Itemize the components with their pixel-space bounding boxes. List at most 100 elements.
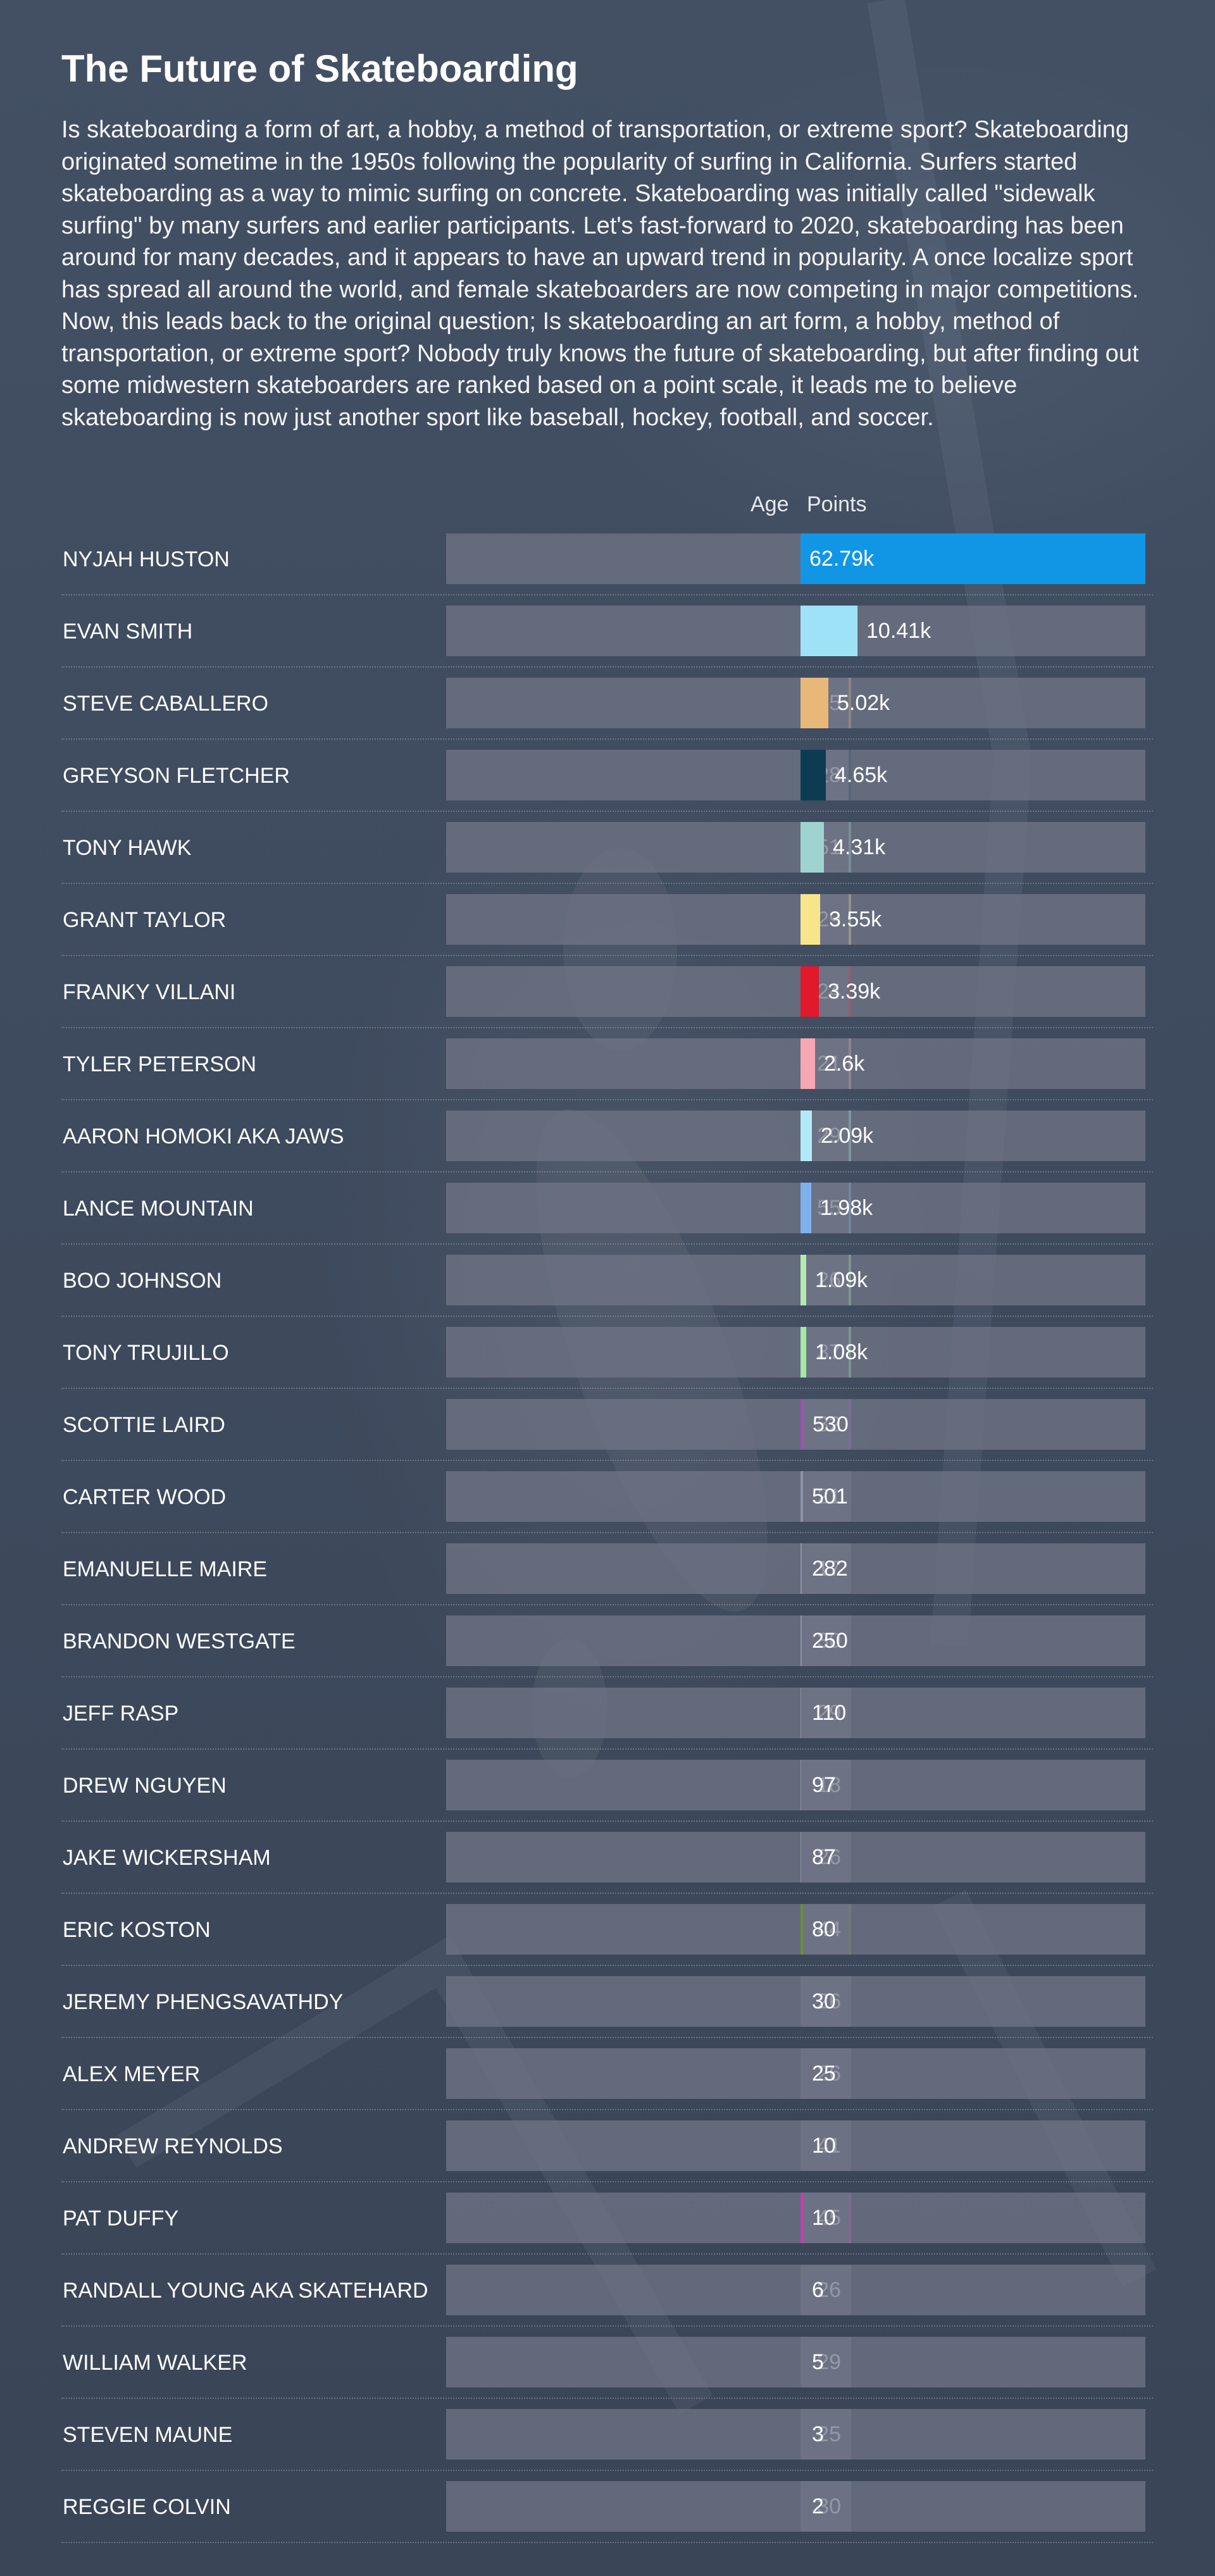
points-bar xyxy=(801,822,824,873)
age-cell: 45 xyxy=(446,2193,851,2243)
points-cell: 1.98k xyxy=(801,1183,1145,1233)
points-value: 3.55k xyxy=(829,907,882,931)
age-cell: 29 xyxy=(446,2337,851,2387)
points-value: 62.79k xyxy=(809,547,875,571)
points-cell: 250 xyxy=(801,1615,1145,1666)
points-bar xyxy=(801,678,828,728)
points-bar xyxy=(801,1543,802,1594)
age-cell: 37 xyxy=(446,1327,851,1378)
table-row: CARTER WOOD 21501 xyxy=(61,1461,1153,1533)
points-bar xyxy=(801,2193,803,2243)
age-cell: 21 xyxy=(446,1038,851,1089)
age-cell: 28 xyxy=(446,750,851,800)
table-row: BRANDON WESTGATE 30250 xyxy=(61,1605,1153,1677)
table-row: JEREMY PHENGSAVATHDY 2630 xyxy=(61,1966,1153,2038)
skater-name: EMANUELLE MAIRE xyxy=(63,1557,268,1581)
points-cell: 5.02k xyxy=(801,678,1145,728)
points-value: 30 xyxy=(812,1989,836,2013)
points-cell: 30 xyxy=(801,1976,1145,2027)
table-row: JEFF RASP 29110 xyxy=(61,1677,1153,1750)
points-cell: 1.09k xyxy=(801,1255,1145,1305)
points-value: 6 xyxy=(812,2278,824,2302)
skater-name: TONY HAWK xyxy=(63,836,192,860)
points-cell: 2.09k xyxy=(801,1111,1145,1161)
points-cell: 97 xyxy=(801,1760,1145,1810)
points-bar xyxy=(801,1183,811,1233)
skater-name: BOO JOHNSON xyxy=(63,1269,222,1293)
skater-name: REGGIE COLVIN xyxy=(63,2495,231,2519)
table-row: TYLER PETERSON 212.6k xyxy=(61,1028,1153,1100)
points-cell: 6 xyxy=(801,2265,1145,2315)
points-value: 250 xyxy=(812,1629,848,1653)
age-cell: 25 xyxy=(446,533,851,584)
points-cell: 3.55k xyxy=(801,894,1145,945)
points-value: 5 xyxy=(812,2350,824,2374)
age-cell: 26 xyxy=(446,1255,851,1305)
table-row: PAT DUFFY 4510 xyxy=(61,2182,1153,2255)
page-title: The Future of Skateboarding xyxy=(61,47,578,90)
age-cell: 26 xyxy=(446,1832,851,1882)
age-cell: 21 xyxy=(446,1471,851,1522)
points-bar xyxy=(801,1471,803,1522)
table-row: ERIC KOSTON 4480 xyxy=(61,1894,1153,1966)
points-value: 2.6k xyxy=(824,1052,865,1076)
skater-name: JEREMY PHENGSAVATHDY xyxy=(63,1990,344,2014)
age-cell: 24 xyxy=(446,966,851,1017)
points-bar xyxy=(801,1904,803,1955)
age-cell: 18 xyxy=(446,1760,851,1810)
age-cell: 32 xyxy=(446,1399,851,1450)
points-cell: 62.79k xyxy=(801,533,1145,584)
points-cell: 501 xyxy=(801,1471,1145,1522)
table-row: EMANUELLE MAIRE 17282 xyxy=(61,1533,1153,1605)
points-value: 10 xyxy=(812,2206,836,2230)
table-row: GRANT TAYLOR 293.55k xyxy=(61,884,1153,956)
age-column-header: Age xyxy=(751,492,789,516)
table-row: RANDALL YOUNG AKA SKATEHARD 266 xyxy=(61,2255,1153,2327)
points-value: 501 xyxy=(812,1484,848,1509)
skater-name: JEFF RASP xyxy=(63,1702,179,1726)
points-value: 25 xyxy=(812,2062,836,2086)
points-cell: 2 xyxy=(801,2481,1145,2532)
skater-name: CARTER WOOD xyxy=(63,1485,227,1509)
points-value: 3.39k xyxy=(828,980,881,1004)
table-row: ANDREW REYNOLDS 4110 xyxy=(61,2110,1153,2182)
table-row: SCOTTIE LAIRD 32530 xyxy=(61,1389,1153,1461)
skater-name: JAKE WICKERSHAM xyxy=(63,1846,271,1870)
points-cell: 2.6k xyxy=(801,1038,1145,1089)
table-row: TONY TRUJILLO 371.08k xyxy=(61,1317,1153,1389)
points-cell: 282 xyxy=(801,1543,1145,1594)
points-value: 10 xyxy=(812,2134,836,2158)
age-cell: 25 xyxy=(446,2409,851,2460)
skater-name: GREYSON FLETCHER xyxy=(63,764,290,788)
points-bar xyxy=(801,1615,802,1666)
description-text: Is skateboarding a form of art, a hobby,… xyxy=(61,116,1139,431)
skater-name: ERIC KOSTON xyxy=(63,1918,211,1942)
skater-name: WILLIAM WALKER xyxy=(63,2351,247,2375)
table-row: NYJAH HUSTON 2562.79k xyxy=(61,523,1153,595)
table-row: BOO JOHNSON 261.09k xyxy=(61,1245,1153,1317)
skater-name: ALEX MEYER xyxy=(63,2062,201,2086)
skater-name: RANDALL YOUNG AKA SKATEHARD xyxy=(63,2279,428,2303)
skater-name: PAT DUFFY xyxy=(63,2206,179,2231)
age-cell: 30 xyxy=(446,2481,851,2532)
skater-name: GRANT TAYLOR xyxy=(63,908,227,932)
table-row: STEVEN MAUNE 253 xyxy=(61,2399,1153,2471)
skater-name: BRANDON WESTGATE xyxy=(63,1629,296,1653)
points-value: 2 xyxy=(812,2494,824,2518)
points-value: 530 xyxy=(813,1412,849,1436)
age-cell: 29 xyxy=(446,1688,851,1738)
points-cell: 1.08k xyxy=(801,1327,1145,1378)
age-cell: 55 xyxy=(446,678,851,728)
points-cell: 3 xyxy=(801,2409,1145,2460)
age-cell: 26 xyxy=(446,2265,851,2315)
age-cell: 51 xyxy=(446,822,851,873)
points-cell: 25 xyxy=(801,2048,1145,2099)
points-value: 1.98k xyxy=(820,1196,873,1220)
age-cell: 55 xyxy=(446,1183,851,1233)
table-row: STEVE CABALLERO 555.02k xyxy=(61,668,1153,740)
table-row: FRANKY VILLANI 243.39k xyxy=(61,956,1153,1028)
points-value: 4.65k xyxy=(835,763,888,787)
points-cell: 10 xyxy=(801,2193,1145,2243)
age-cell: 26 xyxy=(446,2048,851,2099)
